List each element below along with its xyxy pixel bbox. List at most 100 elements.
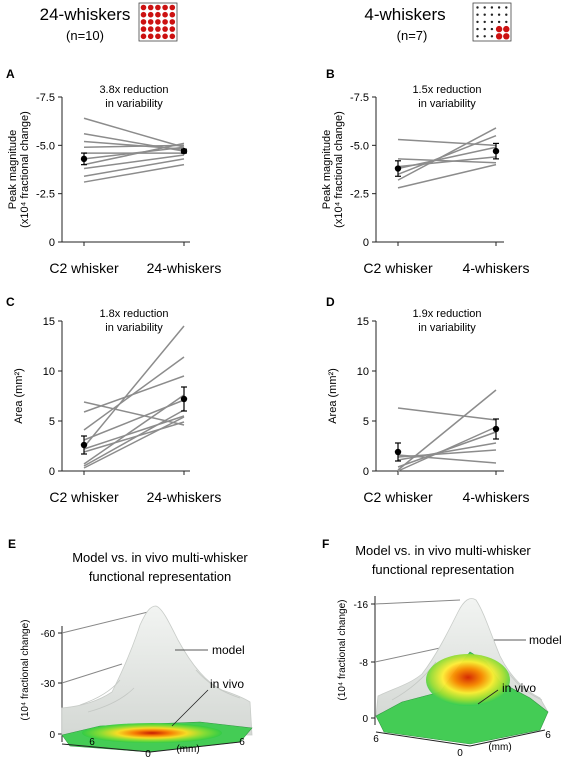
individual-line bbox=[83, 117, 185, 148]
whisker-dot bbox=[476, 13, 479, 16]
y-tick-label: 15 bbox=[357, 316, 369, 328]
whisker-dot bbox=[169, 11, 176, 18]
mean-point bbox=[80, 441, 88, 449]
y-tick-label: 0 bbox=[49, 466, 55, 478]
individual-line bbox=[397, 146, 497, 170]
surface-e-ztick-30: -30 bbox=[41, 679, 56, 690]
whisker-grid-24-icon bbox=[138, 2, 178, 42]
surface-e-ztick-0: 0 bbox=[49, 730, 55, 741]
surface-e-xunit: (mm) bbox=[176, 744, 199, 755]
line-chart-d: 15 10 5 0 C2 whisker 4-whiskers 1.9x reduction… bbox=[327, 308, 529, 505]
panel-subtitle: 3.8x reduction bbox=[99, 84, 168, 96]
surface-f-xtick-0: 0 bbox=[457, 748, 463, 759]
surface-e-xtick-6a: 6 bbox=[89, 737, 95, 748]
mean-point bbox=[80, 155, 88, 163]
panel-label-f: F bbox=[322, 537, 329, 551]
whisker-dot bbox=[503, 25, 510, 33]
panel-subtitle: in variability bbox=[105, 98, 163, 110]
individual-line bbox=[83, 158, 185, 178]
whisker-dot bbox=[147, 19, 154, 25]
whisker-dot bbox=[490, 20, 494, 24]
whisker-dot bbox=[169, 4, 176, 11]
panel-subtitle: 1.9x reduction bbox=[412, 308, 481, 320]
whisker-dot bbox=[495, 25, 503, 33]
y-tick-label: 0 bbox=[363, 237, 369, 249]
individual-line bbox=[83, 421, 185, 453]
y-tick-label: 0 bbox=[363, 466, 369, 478]
surface-e-label-invivo: in vivo bbox=[210, 677, 244, 691]
whisker-dot bbox=[495, 33, 503, 40]
whisker-dot bbox=[483, 6, 486, 9]
header-left-title: 24-whiskers bbox=[40, 5, 131, 24]
y-axis-label: (x10⁴ fractional change) bbox=[333, 111, 345, 228]
whisker-grid-4-icon bbox=[472, 2, 512, 42]
y-tick-label: 10 bbox=[357, 366, 369, 378]
individual-line bbox=[83, 154, 185, 170]
whisker-dot bbox=[140, 33, 147, 40]
whisker-dot bbox=[490, 27, 494, 31]
surface-f-xtick-6b: 6 bbox=[545, 730, 551, 741]
whisker-dot bbox=[162, 11, 168, 18]
panel-subtitle: 1.8x reduction bbox=[99, 308, 168, 320]
surface-f-xtick-6a: 6 bbox=[373, 734, 379, 745]
whisker-dot bbox=[505, 6, 508, 9]
whisker-dot bbox=[483, 20, 486, 24]
whisker-dot bbox=[503, 33, 510, 40]
mean-point bbox=[180, 147, 188, 155]
panel-subtitle: 1.5x reduction bbox=[412, 84, 481, 96]
y-tick-label: 10 bbox=[43, 366, 55, 378]
whisker-dot bbox=[490, 6, 494, 9]
whisker-dot bbox=[140, 11, 147, 18]
surface-e-title-1: Model vs. in vivo multi-whisker bbox=[72, 550, 248, 565]
category-label: C2 whisker bbox=[363, 489, 433, 505]
whisker-dot bbox=[147, 33, 154, 40]
whisker-dot bbox=[505, 20, 508, 24]
model-surface-e bbox=[61, 605, 253, 736]
individual-line bbox=[397, 407, 497, 421]
y-axis-label: Peak magnitude bbox=[7, 130, 19, 210]
header-right-n: (n=7) bbox=[397, 28, 428, 43]
whisker-dot bbox=[169, 19, 176, 25]
surface-f-label-invivo: in vivo bbox=[502, 681, 536, 695]
individual-line bbox=[397, 426, 497, 472]
individual-line bbox=[397, 134, 497, 176]
whisker-dot bbox=[476, 27, 479, 31]
individual-line bbox=[397, 163, 497, 189]
individual-line bbox=[83, 416, 185, 469]
surface-e-title-2: functional representation bbox=[89, 569, 231, 584]
individual-line bbox=[397, 138, 497, 147]
individual-line bbox=[83, 140, 185, 150]
whisker-dot bbox=[169, 33, 176, 40]
line-chart-c: 15 10 5 0 C2 whisker 24-whiskers 1.8x reductio… bbox=[13, 308, 221, 505]
whisker-dot bbox=[476, 6, 479, 9]
whisker-dot bbox=[497, 13, 501, 16]
individual-line bbox=[83, 163, 185, 183]
line-chart-b: -7.5 -5.0 -2.5 0 C2 whisker 4-whiskers 1.5x re… bbox=[321, 84, 529, 276]
y-tick-label: -7.5 bbox=[36, 92, 55, 104]
whisker-dot bbox=[497, 6, 501, 9]
surface-f-label-model: model bbox=[529, 633, 562, 647]
whisker-dot bbox=[140, 26, 147, 32]
y-tick-label: 15 bbox=[43, 316, 55, 328]
whisker-dot bbox=[490, 13, 494, 16]
whisker-dot bbox=[483, 13, 486, 16]
whisker-dot bbox=[162, 33, 168, 40]
mean-point bbox=[180, 395, 188, 403]
surface-f-ztick-8: -8 bbox=[359, 658, 368, 669]
category-label: 4-whiskers bbox=[463, 489, 530, 505]
surface-f-title-2: functional representation bbox=[372, 562, 514, 577]
surface-f-xunit: (mm) bbox=[488, 742, 511, 753]
surface-e-label-model: model bbox=[212, 643, 245, 657]
surface-plot-f: Model vs. in vivo multi-whisker function… bbox=[337, 543, 562, 759]
surface-e-ztick-60: -60 bbox=[41, 629, 56, 640]
panel-label-e: E bbox=[8, 537, 16, 551]
whisker-dot bbox=[162, 19, 168, 25]
y-axis-label: Peak magnitude bbox=[321, 130, 333, 210]
surface-e-xtick-6b: 6 bbox=[239, 737, 245, 748]
category-label: C2 whisker bbox=[49, 260, 119, 276]
surface-f-ztick-16: -16 bbox=[354, 600, 369, 611]
individual-line bbox=[397, 127, 497, 181]
individual-line bbox=[83, 144, 185, 149]
y-axis-label: Area (mm²) bbox=[327, 368, 339, 424]
